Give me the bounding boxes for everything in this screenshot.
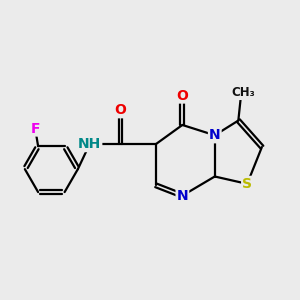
Text: O: O [115,103,127,117]
Text: O: O [176,88,188,103]
Text: S: S [242,177,252,191]
Text: N: N [177,189,188,202]
Text: F: F [30,122,40,136]
Text: NH: NH [78,137,101,151]
Text: CH₃: CH₃ [231,86,255,99]
Text: N: N [209,128,220,142]
